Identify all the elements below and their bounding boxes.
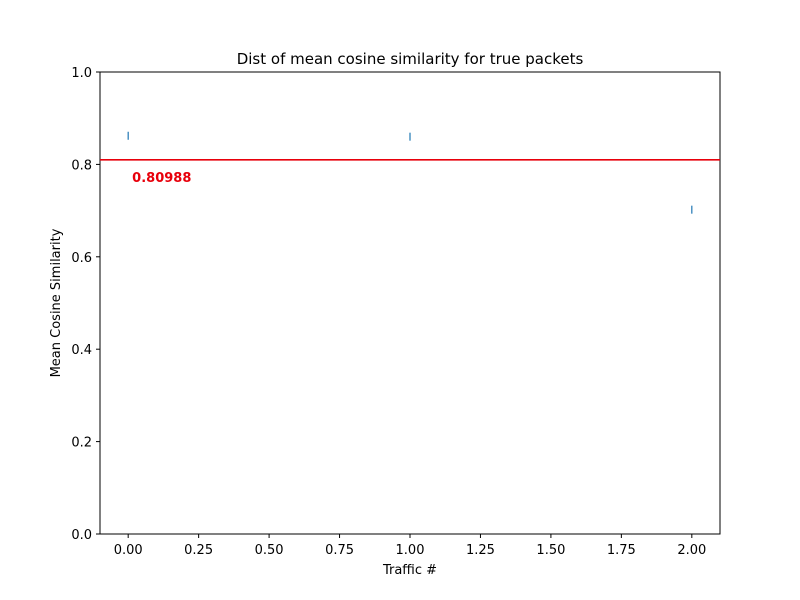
y-tick-label: 1.0 xyxy=(71,66,92,81)
x-tick-label: 1.50 xyxy=(536,543,565,558)
x-tick-label: 1.75 xyxy=(607,543,636,558)
y-tick-label: 0.4 xyxy=(71,343,92,358)
x-tick-label: 1.00 xyxy=(396,543,425,558)
y-tick-label: 0.0 xyxy=(71,528,92,543)
y-tick-label: 0.2 xyxy=(71,436,92,451)
plot-area: 0.00 0.25 0.50 0.75 1.00 1.25 1.50 1.75 2.00 0.0 0… xyxy=(71,66,721,558)
x-tick-label: 0.50 xyxy=(255,543,284,558)
y-axis-label: Mean Cosine Similarity xyxy=(49,228,64,377)
y-tick-label: 0.6 xyxy=(71,251,92,266)
x-tick-label: 0.00 xyxy=(114,543,143,558)
x-axis-label: Traffic # xyxy=(382,563,437,578)
x-tick-label: 0.75 xyxy=(325,543,354,558)
chart-title: Dist of mean cosine similarity for true … xyxy=(237,50,584,68)
x-tick-label: 2.00 xyxy=(677,543,706,558)
axes-frame xyxy=(99,71,721,535)
reference-line-label: 0.80988 xyxy=(132,171,191,186)
y-tick-label: 0.8 xyxy=(71,158,92,173)
x-tick-label: 0.25 xyxy=(184,543,213,558)
x-tick-label: 1.25 xyxy=(466,543,495,558)
